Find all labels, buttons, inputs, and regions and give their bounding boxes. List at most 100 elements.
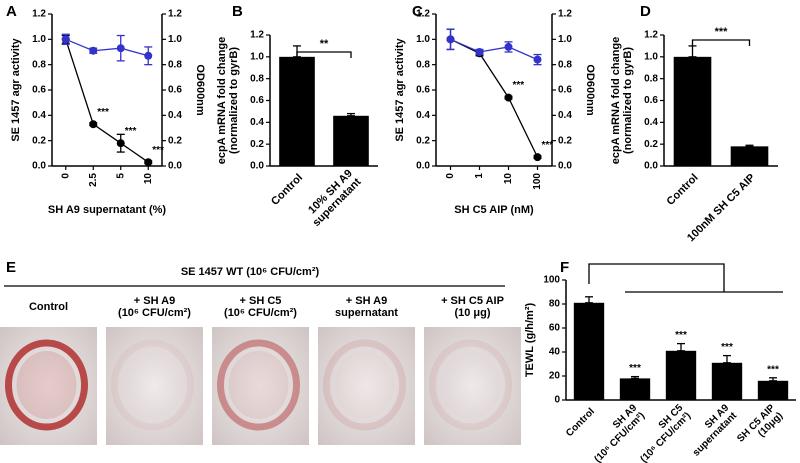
significance: ***	[542, 140, 554, 151]
wound	[429, 339, 512, 431]
y2-tick-label: 0.4	[558, 110, 572, 121]
bar	[333, 115, 369, 166]
panel-label: E	[6, 259, 16, 276]
bracket	[691, 39, 751, 46]
y-tick-label: 0.8	[644, 73, 658, 84]
y-tick-label: 1.2	[644, 30, 658, 41]
y-tick-label: 0.0	[250, 161, 264, 172]
image-label: Control	[29, 301, 68, 313]
y2-tick-label: 1.0	[168, 34, 182, 45]
significance: **	[320, 38, 329, 50]
wound-inner	[123, 351, 183, 419]
y-tick-label: 0.0	[32, 161, 46, 172]
y-tick-label: 0.4	[644, 117, 658, 128]
x-tick-label: Control	[564, 406, 597, 439]
y-tick-label: 60	[549, 323, 561, 334]
wound	[323, 339, 406, 431]
point	[116, 44, 125, 53]
y2-tick-label: 0.0	[558, 161, 572, 172]
y-tick-label: 0.4	[32, 110, 46, 121]
y-axis-label: TEWL (g/h/m²)	[524, 302, 536, 377]
y-tick-label: 0.6	[250, 95, 264, 106]
significance: ***	[513, 80, 525, 91]
y-axis-label: SE 1457 agr activity	[10, 37, 22, 141]
y-tick-label: 0.4	[250, 117, 264, 128]
panel-label: D	[640, 3, 651, 20]
y-tick-label: 1.2	[32, 9, 46, 20]
wound-inner	[16, 351, 77, 419]
x-tick-label: SH A9supernatant	[683, 402, 739, 458]
skin-photo	[106, 327, 203, 445]
image-label: + SH C5 AIP (10 μg)	[441, 295, 504, 319]
point	[144, 158, 153, 167]
x-tick-label: 2.5	[88, 173, 99, 187]
y-tick-label: 1.2	[250, 30, 264, 41]
wound	[217, 339, 300, 431]
point	[504, 42, 513, 51]
skin-photo	[424, 327, 521, 445]
y2-tick-label: 0.4	[168, 110, 182, 121]
y2-tick-label: 0.6	[168, 85, 182, 96]
significance: ***	[97, 107, 109, 118]
point	[89, 120, 98, 129]
y-tick-label: 0.0	[416, 161, 430, 172]
x-axis-label: SH C5 AIP (nM)	[454, 204, 534, 216]
y2-tick-label: 1.2	[168, 9, 182, 20]
y-tick-label: 1.0	[644, 51, 658, 62]
wound-inner	[228, 351, 289, 419]
y2-tick-label: 0.0	[168, 161, 182, 172]
x-tick-label: 0	[445, 173, 456, 179]
y-tick-label: 0.4	[416, 110, 430, 121]
y-tick-label: 0.8	[32, 59, 46, 70]
bar	[573, 302, 605, 400]
series-line	[65, 38, 149, 57]
point	[504, 93, 513, 102]
point	[475, 48, 484, 56]
point	[533, 153, 542, 162]
bar	[619, 378, 651, 400]
x-tick-label: 5	[115, 173, 126, 179]
y-tick-label: 0	[554, 395, 560, 406]
y-tick-label: 0.2	[416, 135, 430, 146]
point	[89, 46, 98, 55]
image-label: + SH A9 supernatant	[335, 295, 398, 319]
series-line	[65, 39, 149, 163]
x-axis-label: SH A9 supernatant (%)	[48, 204, 167, 216]
series-line	[450, 38, 538, 61]
skin-photo	[212, 327, 309, 445]
y-tick-label: 0.8	[250, 73, 264, 84]
y-tick-label: 1.0	[32, 34, 46, 45]
y-tick-label: 0.2	[32, 135, 46, 146]
panel-label: B	[232, 3, 243, 20]
bar	[757, 380, 789, 400]
y-tick-label: 0.6	[416, 85, 430, 96]
y2-axis-label: OD600nm	[584, 64, 596, 116]
panel-label: A	[6, 3, 17, 20]
bar	[665, 350, 697, 400]
x-tick-label: Control	[269, 172, 305, 208]
y-tick-label: 0.6	[644, 95, 658, 106]
significance: ***	[152, 145, 164, 156]
x-tick-label: 100	[532, 173, 543, 190]
point	[446, 35, 455, 44]
x-tick-label: Control	[665, 172, 701, 208]
y-tick-label: 20	[549, 371, 561, 382]
x-tick-label: 10	[143, 173, 154, 185]
y-tick-label: 1.0	[250, 51, 264, 62]
bar	[730, 146, 769, 166]
x-tick-label: 10% SH A9supernatant	[302, 167, 364, 229]
y-tick-label: 0.2	[250, 139, 264, 150]
panel-label: F	[560, 259, 569, 276]
y2-tick-label: 0.2	[168, 135, 182, 146]
panel-label: C	[412, 3, 423, 20]
point	[533, 55, 542, 64]
y-tick-label: 0.8	[416, 59, 430, 70]
bracket	[588, 263, 725, 292]
significance: ***	[125, 126, 137, 137]
y-axis-label: ecpA mRNA fold change(normalized to gyrB…	[610, 37, 634, 165]
skin-photo	[318, 327, 415, 445]
y2-tick-label: 0.2	[558, 135, 572, 146]
significance: ***	[675, 330, 687, 341]
wound	[5, 339, 88, 431]
